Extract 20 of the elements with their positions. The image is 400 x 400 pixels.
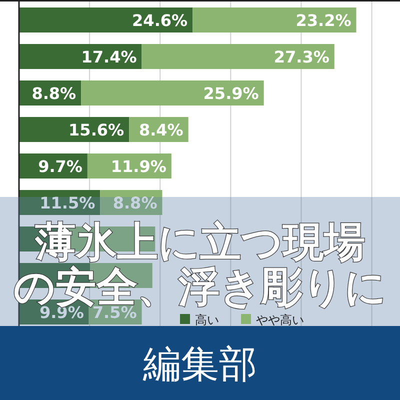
bar [19,8,193,32]
bar [81,80,264,106]
data-label: 8.8% [112,194,158,212]
bar [19,44,142,69]
bar [142,44,334,69]
text: 編集部 [142,342,257,386]
legend-label: やや高い [256,313,304,327]
data-label: 25.9% [203,84,259,103]
bar [192,8,356,32]
legend-label: 高い [195,313,219,327]
data-label: 24.6% [132,11,188,30]
data-label: 15.6% [68,120,124,140]
data-label: 11.5% [40,194,96,212]
data-label: 23.2% [296,11,352,30]
data-label: 27.3% [274,48,330,66]
data-label: 17.4% [81,48,137,66]
data-label: 8.4% [138,120,184,140]
data-label: 9.7% [38,157,82,176]
data-label: 11.9% [110,157,166,176]
data-label: 8.8% [32,84,76,103]
